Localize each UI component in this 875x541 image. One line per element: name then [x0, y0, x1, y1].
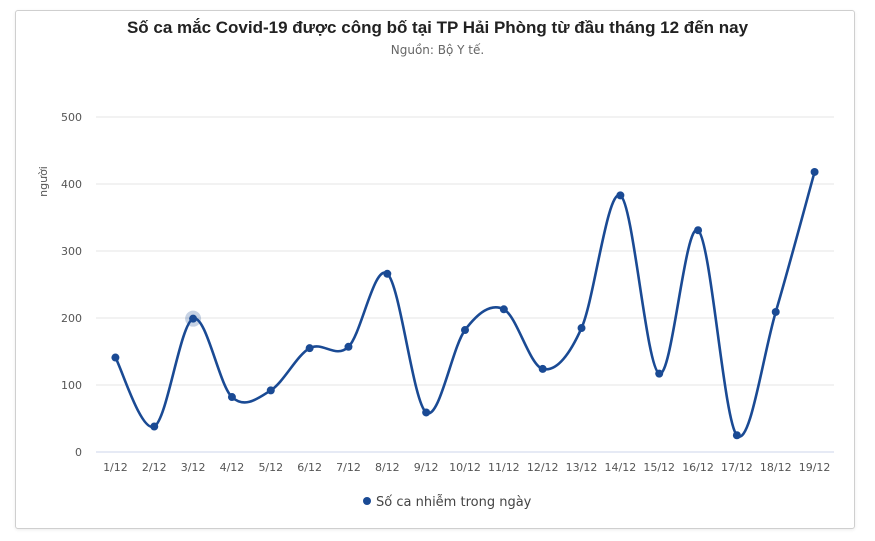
x-axis-ticks: 1/12 2/12 3/12 4/12 5/12 6/12 7/12 8/12 9/12 10/1… — [103, 461, 830, 474]
x-tick-label: 12/12 — [527, 461, 559, 474]
series-group — [111, 167, 819, 440]
x-tick-label: 13/12 — [566, 461, 598, 474]
x-tick-label: 1/12 — [103, 461, 128, 474]
legend-marker[interactable] — [363, 497, 371, 505]
y-tick-label: 200 — [61, 312, 82, 325]
chart-title: Số ca mắc Covid-19 được công bố tại TP H… — [126, 18, 749, 37]
x-tick-label: 7/12 — [336, 461, 361, 474]
data-point[interactable] — [383, 269, 392, 278]
data-point[interactable] — [150, 422, 159, 431]
x-tick-label: 15/12 — [643, 461, 675, 474]
y-axis-label: người — [37, 166, 50, 197]
chart-subtitle: Nguồn: Bộ Y tế. — [390, 43, 485, 57]
x-tick-label: 14/12 — [605, 461, 637, 474]
x-tick-label: 4/12 — [220, 461, 245, 474]
x-tick-label: 11/12 — [488, 461, 520, 474]
x-tick-label: 8/12 — [375, 461, 400, 474]
data-point[interactable] — [577, 324, 586, 333]
data-point[interactable] — [694, 226, 703, 235]
series-line — [114, 171, 816, 438]
x-tick-label: 16/12 — [682, 461, 714, 474]
data-point[interactable] — [305, 344, 314, 353]
x-tick-label: 2/12 — [142, 461, 167, 474]
data-point[interactable] — [189, 314, 198, 323]
chart-card — [15, 10, 855, 529]
y-tick-label: 300 — [61, 245, 82, 258]
data-point[interactable] — [732, 431, 741, 440]
data-point[interactable] — [227, 393, 236, 402]
data-point[interactable] — [655, 369, 664, 378]
data-point[interactable] — [266, 386, 275, 395]
y-tick-label: 100 — [61, 379, 82, 392]
y-tick-label: 0 — [75, 446, 82, 459]
x-tick-label: 19/12 — [799, 461, 831, 474]
data-point[interactable] — [810, 167, 819, 176]
data-point[interactable] — [771, 307, 780, 316]
legend: Số ca nhiễm trong ngày — [363, 495, 532, 510]
x-tick-label: 18/12 — [760, 461, 792, 474]
legend-label[interactable]: Số ca nhiễm trong ngày — [376, 495, 532, 510]
y-axis-ticks: 0 100 200 300 400 500 — [61, 111, 82, 459]
y-tick-label: 500 — [61, 111, 82, 124]
data-point[interactable] — [344, 342, 353, 351]
data-point[interactable] — [111, 353, 120, 362]
gridlines — [96, 116, 834, 386]
data-point[interactable] — [538, 364, 547, 373]
x-tick-label: 6/12 — [297, 461, 322, 474]
y-tick-label: 400 — [61, 178, 82, 191]
data-point[interactable] — [616, 191, 625, 200]
x-tick-label: 9/12 — [414, 461, 439, 474]
data-point[interactable] — [461, 326, 469, 335]
x-tick-label: 17/12 — [721, 461, 753, 474]
x-tick-label: 10/12 — [449, 461, 481, 474]
data-point[interactable] — [422, 408, 431, 417]
x-tick-label: 5/12 — [258, 461, 283, 474]
data-point[interactable] — [499, 305, 508, 314]
x-tick-label: 3/12 — [181, 461, 206, 474]
